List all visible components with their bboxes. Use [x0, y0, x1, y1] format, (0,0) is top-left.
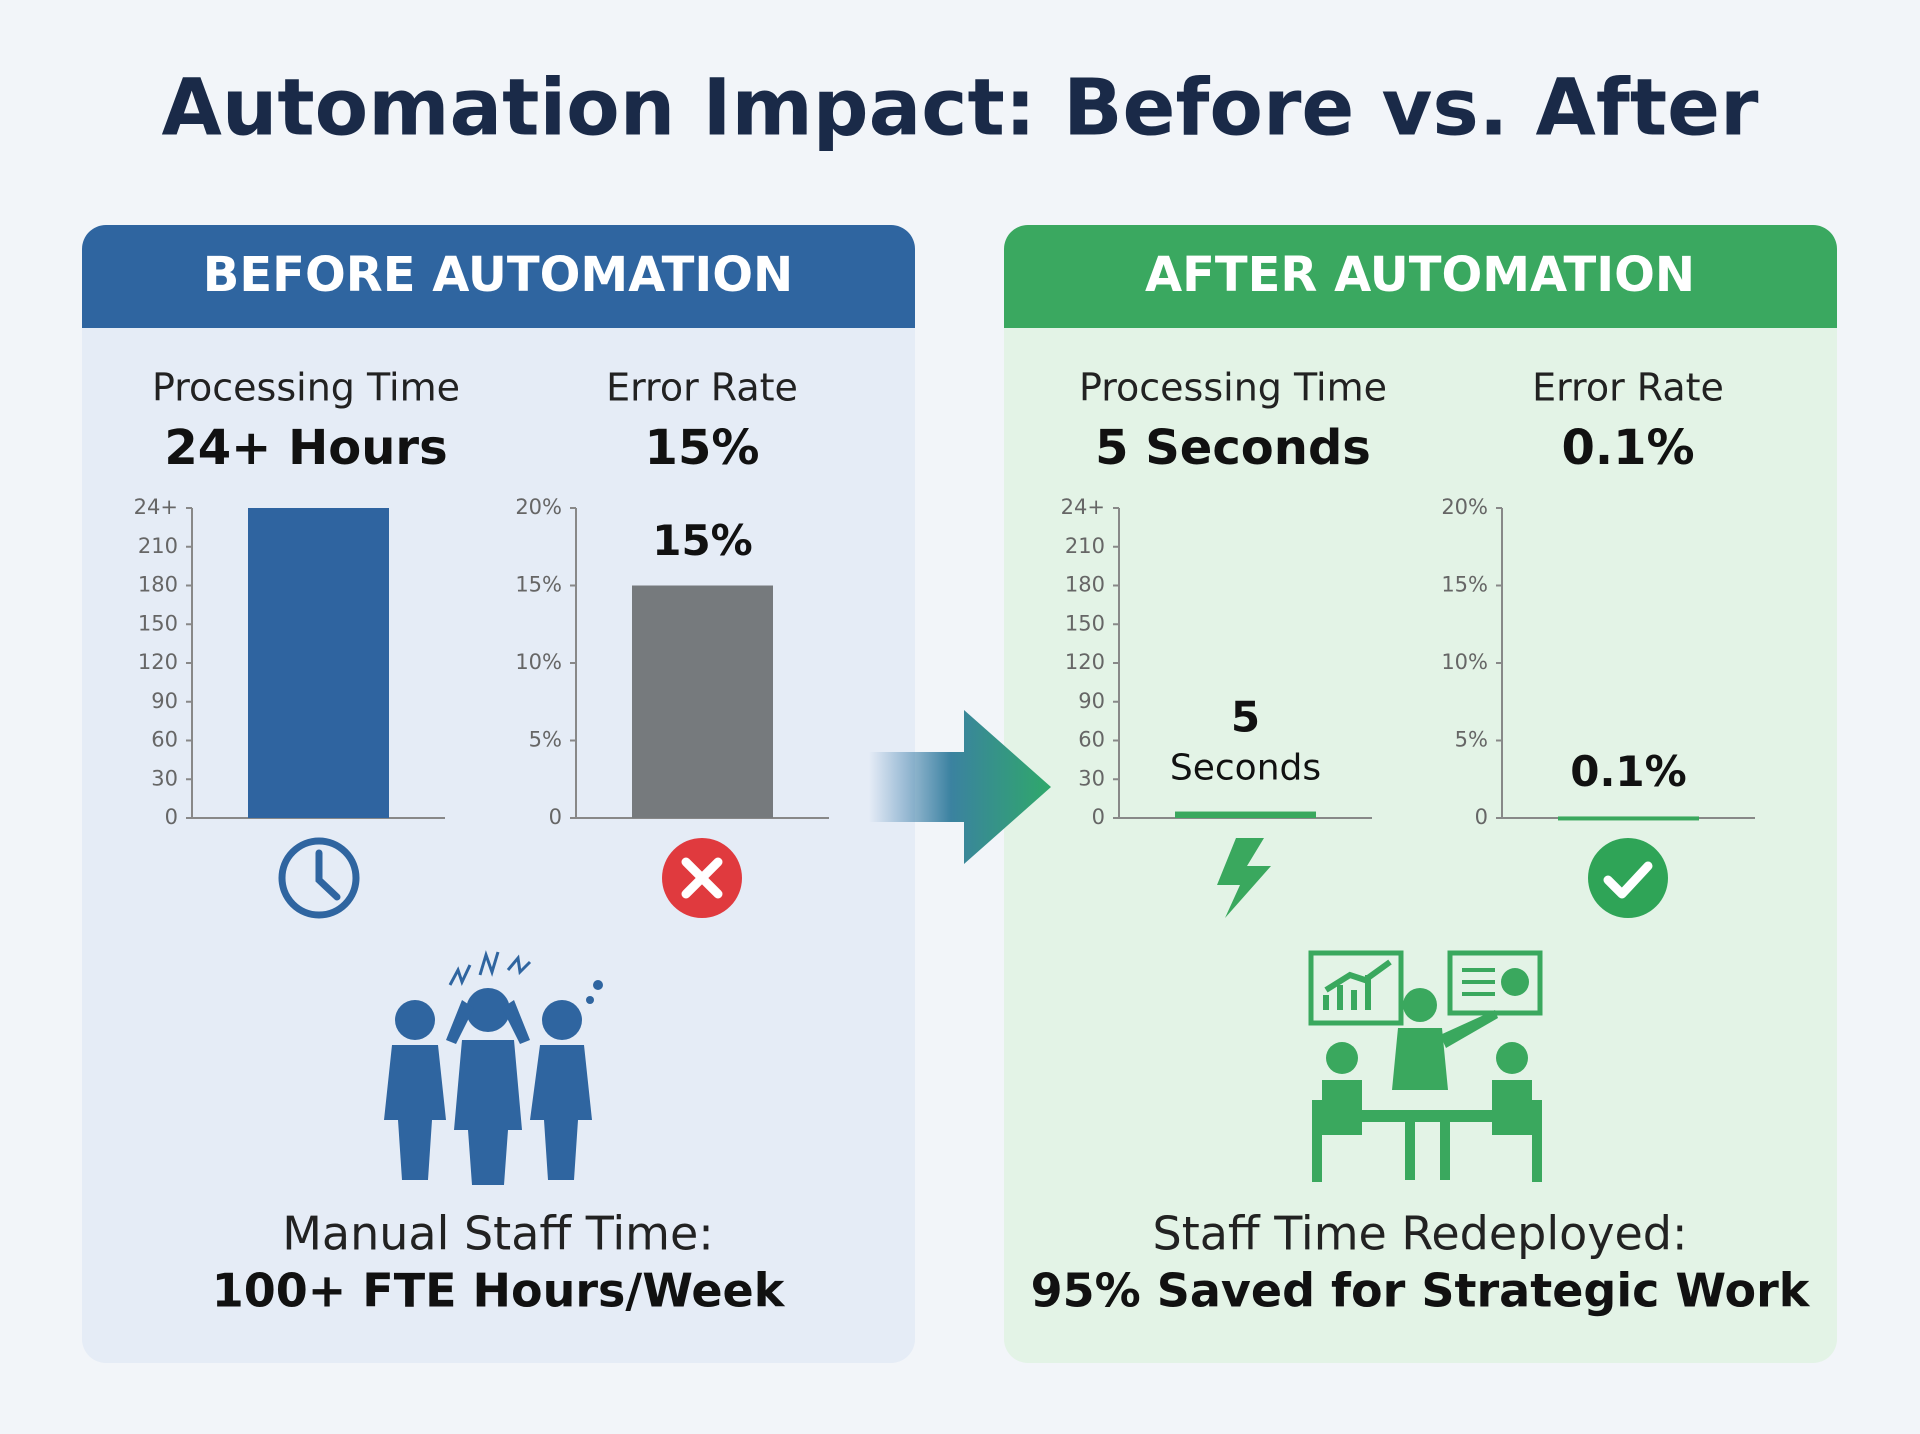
y-tick-label: 0 — [549, 805, 562, 829]
y-tick-label: 210 — [1065, 534, 1105, 558]
metric-value: 5 Seconds — [1095, 420, 1371, 476]
y-tick-label: 210 — [138, 534, 178, 558]
footer-label: Staff Time Redeployed: — [1153, 1207, 1688, 1261]
y-tick-label: 20% — [515, 495, 562, 519]
y-tick-label: 120 — [1065, 650, 1105, 674]
y-tick-label: 20% — [1441, 495, 1488, 519]
panel-header: BEFORE AUTOMATION — [203, 247, 793, 303]
panel-header-bg — [82, 225, 915, 328]
lightning-icon — [1217, 838, 1271, 918]
panel-header-bg — [1004, 225, 1837, 328]
bar — [632, 585, 773, 818]
title: Automation Impact: Before vs. After — [161, 63, 1759, 153]
metric-label: Processing Time — [1079, 366, 1387, 410]
y-tick-label: 150 — [1065, 611, 1105, 635]
metric-value: 15% — [645, 420, 760, 476]
y-tick-label: 0 — [1475, 805, 1488, 829]
y-tick-label: 60 — [151, 728, 178, 752]
bar — [1558, 816, 1699, 821]
metric-label: Processing Time — [152, 366, 460, 410]
metric-label: Error Rate — [606, 366, 798, 410]
data-label: 0.1% — [1570, 747, 1686, 796]
y-tick-label: 10% — [1441, 650, 1488, 674]
footer-label: Manual Staff Time: — [282, 1207, 714, 1261]
y-tick-label: 180 — [138, 573, 178, 597]
stressed-staff-icon — [384, 950, 603, 1185]
y-tick-label: 90 — [151, 689, 178, 713]
y-tick-label: 0 — [165, 805, 178, 829]
footer-value: 100+ FTE Hours/Week — [212, 1264, 786, 1318]
y-tick-label: 30 — [1078, 766, 1105, 790]
data-label: 5 Seconds — [1170, 692, 1321, 789]
y-tick-label: 15% — [1441, 573, 1488, 597]
y-tick-label: 180 — [1065, 573, 1105, 597]
footer-value: 95% Saved for Strategic Work — [1031, 1264, 1811, 1318]
y-tick-label: 24+ — [134, 495, 178, 519]
check-icon — [1588, 838, 1668, 918]
y-tick-label: 0 — [1092, 805, 1105, 829]
transition-arrow — [869, 710, 1051, 864]
bar — [248, 508, 389, 818]
y-tick-label: 60 — [1078, 728, 1105, 752]
y-tick-label: 30 — [151, 766, 178, 790]
y-tick-label: 150 — [138, 611, 178, 635]
metric-label: Error Rate — [1532, 366, 1724, 410]
metric-value: 0.1% — [1561, 420, 1694, 476]
y-tick-label: 5% — [1455, 728, 1488, 752]
data-label: 15% — [652, 516, 753, 565]
y-tick-label: 10% — [515, 650, 562, 674]
bar — [1175, 811, 1316, 818]
y-tick-label: 24+ — [1061, 495, 1105, 519]
panel-after — [1004, 225, 1837, 1363]
error-icon — [662, 838, 742, 918]
y-tick-label: 5% — [529, 728, 562, 752]
clock-icon — [278, 837, 360, 919]
y-tick-label: 120 — [138, 650, 178, 674]
panel-header: AFTER AUTOMATION — [1145, 247, 1695, 303]
strategic-team-icon — [1308, 950, 1543, 1182]
y-tick-label: 90 — [1078, 689, 1105, 713]
metric-value: 24+ Hours — [164, 420, 447, 476]
y-tick-label: 15% — [515, 573, 562, 597]
